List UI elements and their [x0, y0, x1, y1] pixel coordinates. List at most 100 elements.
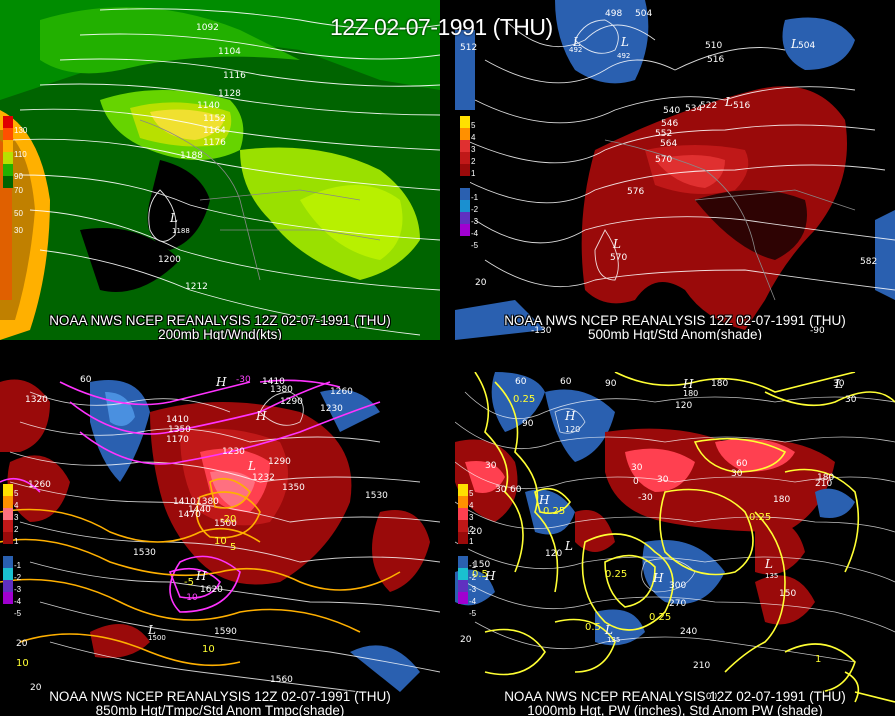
svg-text:20: 20 — [16, 639, 28, 649]
svg-text:L: L — [247, 459, 256, 473]
svg-text:564: 564 — [660, 139, 677, 149]
colorbar-label: 3 — [14, 513, 19, 522]
panel-200mb: 1092 1104 1116 1128 1140 1152 1164 1176 … — [0, 0, 440, 340]
svg-text:L: L — [834, 377, 843, 391]
svg-text:120: 120 — [545, 549, 562, 559]
svg-text:10: 10 — [202, 644, 215, 655]
svg-text:H: H — [484, 569, 496, 583]
colorbar-label: -4 — [469, 597, 477, 606]
svg-text:0.25: 0.25 — [605, 569, 627, 580]
panel-caption-field: 500mb Hgt/Std Anom(shade) — [587, 327, 763, 340]
colorbar-label: 2 — [471, 157, 476, 166]
colorbar-label: -4 — [14, 597, 22, 606]
svg-text:H: H — [215, 375, 227, 389]
colorbar-label: 110 — [14, 150, 27, 159]
svg-text:20: 20 — [475, 278, 487, 288]
page-title: 12Z 02-07-1991 (THU) — [330, 14, 553, 40]
colorbar-label: -3 — [14, 585, 22, 594]
svg-text:504: 504 — [798, 41, 815, 51]
svg-text:-20: -20 — [220, 514, 236, 525]
svg-text:L: L — [604, 623, 613, 637]
svg-text:60: 60 — [510, 485, 522, 495]
svg-text:L: L — [564, 539, 573, 553]
svg-text:1440: 1440 — [188, 505, 211, 515]
svg-text:1188: 1188 — [180, 151, 203, 161]
panel-caption-source: NOAA NWS NCEP REANALYSIS 12Z 02-07-1991 … — [504, 313, 846, 328]
svg-text:-10: -10 — [183, 593, 198, 603]
panel-500mb: 498 504 510 516 522 534 540 546 552 564 … — [455, 0, 895, 340]
svg-text:L: L — [620, 35, 629, 49]
map-500mb: 498 504 510 516 522 534 540 546 552 564 … — [455, 0, 895, 340]
svg-text:30: 30 — [845, 395, 857, 405]
svg-text:180: 180 — [773, 495, 790, 505]
svg-text:135: 135 — [607, 636, 620, 644]
svg-text:534: 534 — [685, 104, 702, 114]
svg-text:540: 540 — [663, 106, 680, 116]
svg-text:1170: 1170 — [166, 435, 189, 445]
svg-text:90: 90 — [522, 419, 534, 429]
svg-text:-5: -5 — [184, 577, 194, 588]
svg-text:60: 60 — [736, 459, 748, 469]
svg-text:1260: 1260 — [28, 480, 51, 490]
colorbar-label: 70 — [14, 186, 23, 195]
svg-text:L: L — [169, 211, 178, 225]
svg-text:210: 210 — [815, 479, 832, 489]
colorbar-label: 3 — [471, 145, 476, 154]
svg-text:1590: 1590 — [214, 627, 237, 637]
panel-850mb: 1320 1260 1260 1230 1410 1380 1290 1410 … — [0, 372, 440, 716]
panel-caption-source: NOAA NWS NCEP REANALYSIS 12Z 02-07-1991 … — [49, 313, 391, 328]
svg-text:60: 60 — [560, 377, 572, 387]
svg-text:570: 570 — [610, 253, 627, 263]
svg-text:0.25: 0.25 — [513, 394, 535, 405]
svg-text:1200: 1200 — [158, 255, 181, 265]
svg-text:L: L — [764, 557, 773, 571]
colorbar-label: 50 — [14, 209, 23, 218]
svg-text:1380: 1380 — [270, 385, 293, 395]
svg-text:1140: 1140 — [197, 101, 220, 111]
colorbar-1000mb — [458, 484, 468, 604]
svg-text:30: 30 — [833, 379, 845, 389]
panel-caption-field: 200mb Hgt/Wnd(kts) — [158, 327, 282, 340]
svg-text:1230: 1230 — [222, 447, 245, 457]
map-200mb: 1092 1104 1116 1128 1140 1152 1164 1176 … — [0, 0, 440, 340]
svg-text:10: 10 — [214, 536, 227, 547]
svg-text:522: 522 — [700, 101, 717, 111]
svg-text:20: 20 — [30, 683, 42, 693]
svg-text:492: 492 — [569, 46, 582, 54]
colorbar-label: 1 — [14, 537, 19, 546]
svg-text:516: 516 — [707, 55, 724, 65]
svg-text:120: 120 — [465, 527, 482, 537]
svg-text:576: 576 — [627, 187, 644, 197]
svg-text:0: 0 — [633, 477, 639, 487]
svg-text:135: 135 — [765, 572, 778, 580]
svg-text:100: 100 — [700, 692, 717, 702]
svg-text:1380: 1380 — [196, 497, 219, 507]
svg-text:512: 512 — [460, 43, 477, 53]
svg-text:180: 180 — [711, 379, 728, 389]
colorbar-label: -5 — [471, 241, 479, 250]
colorbar-label: -2 — [14, 573, 22, 582]
svg-text:1164: 1164 — [203, 126, 226, 136]
colorbar-label: -2 — [471, 205, 479, 214]
svg-text:210: 210 — [693, 661, 710, 671]
svg-text:1470: 1470 — [178, 510, 201, 520]
panel-caption-source: NOAA NWS NCEP REANALYSIS 12Z 02-07-1991 … — [504, 689, 846, 704]
colorbar-label: -2 — [469, 573, 477, 582]
colorbar-500mb — [460, 116, 470, 236]
svg-text:0.25: 0.25 — [649, 612, 671, 623]
svg-text:240: 240 — [680, 627, 697, 637]
svg-text:1320: 1320 — [25, 395, 48, 405]
svg-text:1350: 1350 — [282, 483, 305, 493]
colorbar-label: -3 — [469, 585, 477, 594]
svg-text:H: H — [195, 569, 207, 583]
svg-text:1500: 1500 — [214, 519, 237, 529]
colorbar-label: -3 — [471, 217, 479, 226]
svg-text:0.25: 0.25 — [543, 506, 565, 517]
panel-caption-source: NOAA NWS NCEP REANALYSIS 12Z 02-07-1991 … — [49, 689, 391, 704]
svg-text:-30: -30 — [236, 375, 251, 385]
svg-text:60: 60 — [80, 375, 92, 385]
map-1000mb: 60 60 90 120 180 30 90 30 30 60 120 150 … — [455, 372, 895, 716]
svg-text:300: 300 — [669, 581, 686, 591]
svg-text:30: 30 — [485, 461, 497, 471]
svg-text:270: 270 — [669, 599, 686, 609]
